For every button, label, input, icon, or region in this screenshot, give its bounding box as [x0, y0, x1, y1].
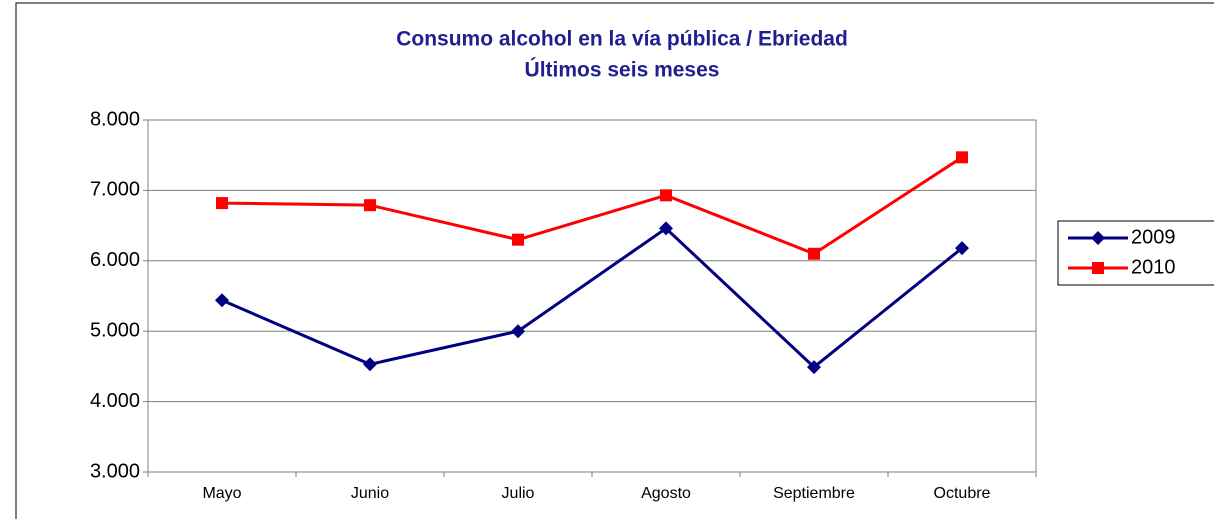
marker — [511, 324, 525, 339]
x-tick-label: Junio — [351, 485, 389, 502]
marker — [363, 357, 377, 372]
y-tick-label: 5.000 — [90, 319, 140, 341]
marker — [512, 233, 524, 246]
legend-marker — [1091, 231, 1105, 245]
chart-subtitle: Últimos seis meses — [525, 58, 720, 82]
chart-title: Consumo alcohol en la vía pública / Ebri… — [396, 28, 848, 51]
x-tick-label: Septiembre — [773, 485, 855, 502]
y-tick-label: 3.000 — [90, 460, 140, 482]
legend-label: 2009 — [1131, 226, 1176, 248]
y-tick-label: 4.000 — [90, 390, 140, 412]
y-tick-label: 6.000 — [90, 249, 140, 271]
series-line — [221, 226, 963, 370]
x-tick-label: Julio — [502, 485, 535, 502]
series-line — [221, 156, 963, 256]
marker — [807, 360, 821, 375]
x-tick-label: Octubre — [934, 485, 991, 502]
legend-box — [1057, 220, 1214, 286]
marker — [955, 241, 969, 256]
marker — [364, 199, 376, 212]
legend-label: 2010 — [1131, 256, 1176, 278]
legend-marker — [1092, 262, 1104, 274]
marker — [956, 151, 968, 164]
marker — [660, 189, 672, 202]
x-tick-label: Agosto — [641, 485, 691, 502]
marker — [808, 247, 820, 260]
x-tick-label: Mayo — [202, 485, 241, 502]
marker — [215, 293, 229, 308]
marker — [659, 221, 673, 236]
y-tick-label: 8.000 — [90, 108, 140, 130]
y-tick-label: 7.000 — [90, 179, 140, 201]
marker — [216, 197, 228, 210]
